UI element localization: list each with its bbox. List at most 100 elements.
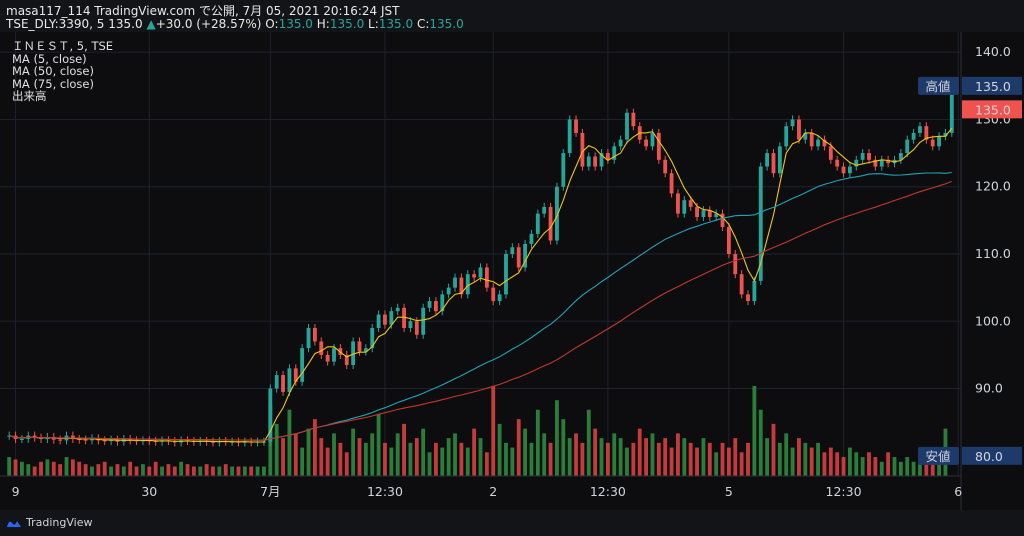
candle-body [898,153,903,160]
volume-bar [414,438,419,476]
candle-body [510,247,515,254]
volume-bar [39,461,43,476]
time-axis[interactable]: 9 30 7月 12:30 2 12:30 5 12:30 6 [12,484,963,499]
up-arrow-icon: ▲ [146,17,156,31]
volume-bar [83,464,88,476]
volume-bar [746,442,750,476]
volume-bar [242,466,247,476]
volume-bar [434,442,438,476]
candle-body [414,321,419,335]
volume-bar [90,466,94,476]
legend-ma75[interactable]: MA (75, close) [12,76,94,91]
volume-bar [179,461,184,476]
time-tick-label: 12:30 [367,484,403,499]
high-value-bg [962,76,1022,95]
candle-body [688,200,693,207]
open-label: O: [265,17,279,31]
volume-bar [663,438,668,476]
volume-bar [637,428,642,476]
time-tick-label: 2 [489,484,497,499]
volume-bar [402,423,406,476]
volume-bar [249,466,254,476]
volume-bar [535,409,540,476]
candle-body [650,132,655,147]
volume-bar [497,423,502,476]
volume-bar [262,466,266,476]
tradingview-logo[interactable]: TradingView [6,516,92,529]
candle-body [739,274,744,295]
candle-body [765,153,770,167]
volume-bar [784,433,789,476]
candle-body [886,159,891,164]
time-tick-label: 12:30 [826,484,862,499]
candle-body [555,186,559,241]
volume-bar [898,461,903,476]
candle-body [841,166,846,174]
volume-bar [344,452,349,476]
volume-bar [395,433,400,476]
volume-bar [51,461,56,476]
volume-bar [147,466,152,476]
time-tick-label: 6 [954,484,962,499]
volume-bar [841,457,846,476]
candle-body [58,439,63,441]
candle-body [370,328,375,349]
volume-bar [688,442,693,476]
volume-bar [440,447,445,476]
candle-body [663,159,668,174]
volume-bar [223,464,228,476]
volume-bar [605,442,610,476]
volume-bar [586,409,591,476]
volume-bar [765,438,770,476]
last-price-value-bg [962,100,1022,119]
volume-bar [561,419,566,476]
publish-text: TradingView.com で公開, 7月 05, 2021 20:16:2… [90,4,400,18]
volume-bar [548,442,553,476]
legend-symbol[interactable]: ＩＮＥＳＴ, 5, TSE [12,39,114,53]
volume-bar [612,433,617,476]
candle-body [695,206,699,217]
legend-volume[interactable]: 出来高 [12,89,47,104]
candle-body [644,139,649,147]
volume-bar [676,433,680,476]
candle-body [306,328,311,349]
candle-body [797,119,801,140]
low-value: 135.0 [378,17,414,31]
candle-body [548,206,553,241]
volume-bar [860,457,865,476]
volume-bar [325,447,330,476]
volume-bar [274,423,279,476]
legend-ma5[interactable]: MA (5, close) [12,51,87,66]
candle-body [516,247,521,268]
candle-body [701,210,706,217]
candle-body [465,274,470,295]
volume-bar [523,428,527,476]
legend-ma50[interactable]: MA (50, close) [12,64,94,79]
volume-bar [128,461,133,476]
volume-bar [20,461,24,476]
candle-body [733,254,738,275]
volume-bar [255,466,260,476]
candle-body [459,277,464,295]
candle-body [402,307,406,328]
volume-bar [701,438,706,476]
symbol-label: TSE_DLY:3390, 5 [6,17,105,31]
candle-body [453,277,457,288]
volume-bar [867,452,871,476]
volume-bar [669,447,674,476]
low-tag-bg [918,446,959,465]
author-name[interactable]: masa117_114 [6,4,91,18]
indicator-legend: ＩＮＥＳＴ, 5, TSE MA (5, close) MA (50, clos… [12,40,113,103]
time-tick-label: 5 [725,484,733,499]
candle-body [312,328,317,342]
candle-body [32,435,37,438]
candle-body [860,153,865,160]
candle-body [484,267,489,288]
change-value: +30.0 (+28.57%) [155,17,262,31]
candle-body [70,435,75,439]
candle-body [714,213,719,217]
volume-bar [465,447,470,476]
high-value: 135.0 [329,17,365,31]
